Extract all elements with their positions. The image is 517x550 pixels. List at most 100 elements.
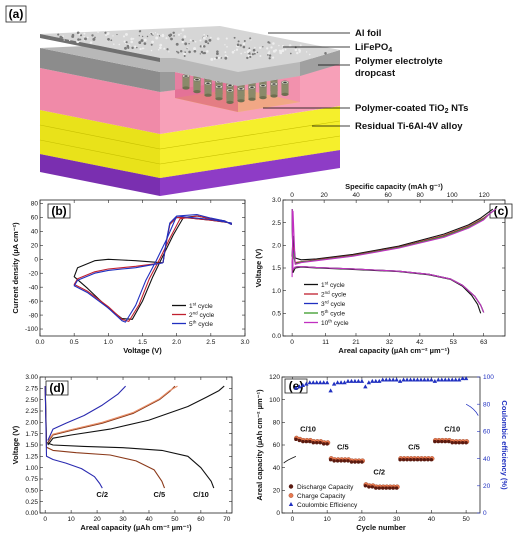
texture-dot bbox=[78, 33, 81, 36]
panel-d-rate-profiles: 0 10 20 30 40 50 60 70 0.00 0.25 0.50 0.75 1.00 1.25 1… bbox=[11, 374, 233, 532]
texture-dot bbox=[188, 50, 191, 54]
y-axis-label: Voltage (V) bbox=[254, 248, 263, 287]
texture-dot bbox=[175, 42, 179, 46]
x-tick-label: 21 bbox=[352, 339, 360, 346]
ce-point bbox=[460, 376, 465, 381]
legend-label: 10th cycle bbox=[321, 319, 349, 328]
discharge-point bbox=[308, 439, 312, 444]
texture-dot bbox=[267, 54, 269, 56]
texture-dot bbox=[107, 38, 110, 41]
discharge-curve bbox=[44, 386, 103, 489]
texture-dot bbox=[233, 49, 236, 52]
discharge-point bbox=[453, 441, 458, 445]
texture-dot bbox=[176, 50, 178, 53]
ce-point bbox=[352, 378, 358, 383]
y-tick-label: 1.75 bbox=[25, 431, 38, 438]
y-tick-label: 2.75 bbox=[25, 386, 38, 393]
ce-point bbox=[318, 380, 323, 385]
y-tick-label: 1.50 bbox=[25, 442, 38, 449]
ce-point bbox=[331, 381, 337, 386]
texture-dot bbox=[296, 51, 299, 55]
legend-entry: 5th cycle bbox=[172, 320, 213, 328]
legend-label: Charge Capacity bbox=[297, 493, 346, 500]
discharge-point bbox=[367, 485, 371, 489]
texture-dot bbox=[305, 51, 308, 53]
ce-point bbox=[324, 380, 330, 385]
texture-dot bbox=[237, 45, 239, 48]
ce-point bbox=[429, 377, 434, 382]
texture-dot bbox=[199, 53, 201, 55]
texture-dot bbox=[199, 45, 202, 48]
texture-dot bbox=[84, 37, 87, 41]
discharge-point bbox=[315, 441, 319, 445]
x-axis-label: Areal capacity (µAh cm⁻² µm⁻¹) bbox=[338, 346, 450, 355]
texture-dot bbox=[271, 56, 275, 59]
x-tick-label: 42 bbox=[416, 339, 424, 346]
texture-dot bbox=[166, 48, 169, 51]
legend-label: 2nd cycle bbox=[189, 311, 215, 320]
ce-point bbox=[356, 378, 361, 383]
texture-dot bbox=[79, 34, 83, 37]
discharge-point bbox=[384, 486, 388, 490]
discharge-point bbox=[297, 438, 302, 443]
texture-dot bbox=[86, 36, 89, 39]
discharge-point bbox=[301, 439, 305, 444]
ce-point bbox=[366, 380, 372, 385]
texture-dot bbox=[298, 48, 301, 51]
y2-tick-label: 40 bbox=[483, 456, 491, 463]
cv-curve-5 bbox=[73, 214, 232, 323]
panel-c-charge-discharge: 0 11 21 32 42 53 63 0.0 0.5 1.0 1.5 2.0 2.5 3.0 Areal … bbox=[254, 182, 513, 355]
rate-label: C/5 bbox=[408, 443, 420, 452]
ce-point bbox=[418, 377, 424, 382]
ce-point bbox=[425, 377, 431, 382]
ce-point bbox=[439, 377, 444, 382]
x2-tick-label: 20 bbox=[321, 192, 329, 199]
discharge-point bbox=[429, 458, 434, 462]
discharge-point bbox=[335, 459, 340, 463]
texture-dot bbox=[242, 42, 246, 46]
y-tick-label: 0.75 bbox=[25, 476, 38, 483]
charge-curve-2 bbox=[291, 208, 497, 264]
texture-dot bbox=[89, 41, 93, 44]
panel-letter: (c) bbox=[494, 204, 509, 218]
rate-label: C/5 bbox=[154, 490, 166, 499]
discharge-point bbox=[443, 439, 447, 444]
legend-label: 3rd cycle bbox=[321, 300, 346, 309]
ce-point bbox=[384, 377, 389, 382]
texture-dot bbox=[136, 46, 138, 49]
y-tick-label: 40 bbox=[31, 229, 39, 236]
y2-tick-label: 100 bbox=[483, 374, 494, 381]
texture-dot bbox=[154, 32, 157, 34]
ce-point bbox=[453, 377, 458, 382]
cv-curve-2 bbox=[73, 215, 232, 322]
x-tick-label: 0 bbox=[43, 516, 47, 523]
texture-dot bbox=[237, 40, 240, 43]
legend-label: Discharge Capacity bbox=[297, 484, 354, 491]
discharge-point bbox=[346, 459, 350, 463]
texture-dot bbox=[258, 46, 262, 50]
texture-dot bbox=[324, 52, 327, 55]
legend-charge: Charge Capacity bbox=[288, 493, 346, 500]
texture-dot bbox=[138, 35, 140, 37]
texture-dot bbox=[112, 35, 114, 37]
texture-dot bbox=[78, 40, 80, 43]
y-tick-label: -60 bbox=[29, 298, 39, 305]
nanotube bbox=[248, 85, 256, 101]
charge-curve bbox=[47, 385, 176, 444]
y-tick-label: -20 bbox=[29, 270, 39, 277]
texture-dot bbox=[267, 52, 270, 55]
discharge-point bbox=[440, 439, 444, 444]
ce-point bbox=[397, 378, 403, 383]
x-axis-label: Areal capacity (µAh cm⁻² µm⁻¹) bbox=[80, 523, 192, 532]
texture-dot bbox=[48, 37, 51, 40]
texture-dot bbox=[179, 50, 183, 53]
discharge-point bbox=[398, 458, 402, 462]
y-tick-label: 1.25 bbox=[25, 454, 38, 461]
x-tick-label: 32 bbox=[386, 339, 394, 346]
discharge-point bbox=[436, 439, 441, 444]
y-tick-label: 100 bbox=[269, 397, 280, 404]
x-tick-label: 0.0 bbox=[35, 339, 44, 346]
y-tick-label: 60 bbox=[273, 442, 281, 449]
discharge-point bbox=[405, 458, 409, 462]
